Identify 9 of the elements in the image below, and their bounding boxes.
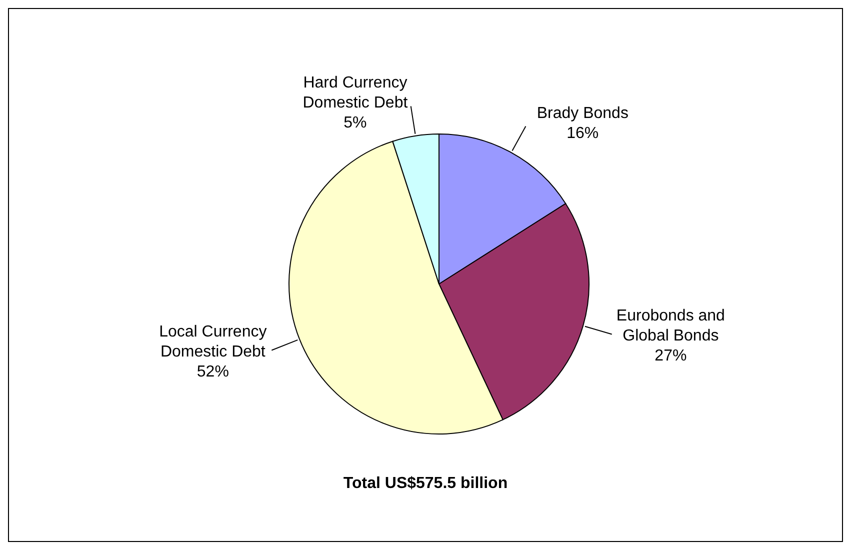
data-label: 52%	[196, 364, 229, 381]
slice-label: Brady Bonds	[536, 104, 628, 122]
data-label: 16%	[566, 124, 599, 142]
slice-label: Eurobonds and Global Bonds	[616, 307, 725, 344]
text: Total US$575.5 billion	[342, 475, 509, 493]
data-label: 27%	[654, 347, 687, 364]
slice-label: Local Currency Domestic Debt	[159, 324, 267, 361]
slice-label: Hard Currency Domestic Debt	[302, 74, 408, 112]
data-label: 5%	[344, 114, 367, 132]
